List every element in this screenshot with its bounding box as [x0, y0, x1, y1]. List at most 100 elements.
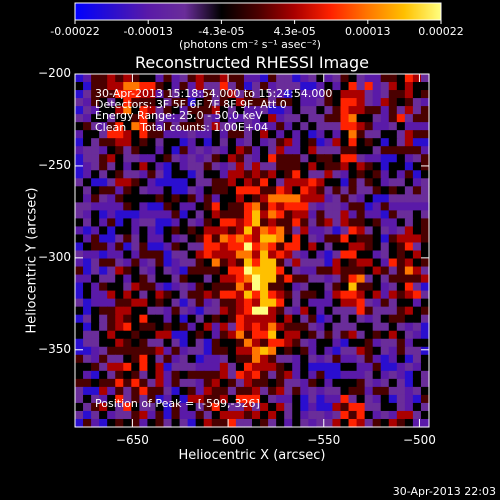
heatmap-cell: [187, 258, 197, 268]
heatmap-cell: [396, 282, 406, 292]
heatmap-cell: [396, 354, 406, 364]
heatmap-cell: [139, 154, 149, 163]
heatmap-cell: [123, 290, 132, 300]
heatmap-cell: [99, 298, 108, 308]
heatmap-cell: [300, 170, 309, 179]
heatmap-cell: [123, 298, 132, 308]
heatmap-cell: [396, 186, 406, 195]
heatmap-cell: [75, 162, 84, 171]
heatmap-cell: [155, 226, 165, 236]
heatmap-cell: [380, 82, 390, 91]
heatmap-cell: [308, 242, 317, 252]
heatmap-cell: [187, 402, 197, 412]
heatmap-cell: [139, 162, 149, 171]
heatmap-cell: [284, 370, 293, 380]
heatmap-cell: [187, 242, 197, 252]
heatmap-cell: [195, 418, 205, 428]
heatmap-cell: [123, 362, 132, 372]
heatmap-cell: [83, 138, 92, 147]
heatmap-cell: [227, 322, 237, 332]
heatmap-cell: [75, 234, 84, 244]
heatmap-cell: [99, 186, 108, 195]
heatmap-cell: [356, 146, 366, 155]
heatmap-cell: [380, 210, 390, 220]
heatmap-cell: [99, 346, 108, 356]
heatmap-cell: [276, 218, 285, 228]
heatmap-cell: [163, 194, 173, 203]
heatmap-cell: [332, 394, 342, 404]
heatmap-cell: [155, 394, 165, 404]
heatmap-cell: [388, 290, 398, 300]
heatmap-cell: [219, 258, 229, 268]
heatmap-cell: [396, 130, 406, 139]
heatmap-cell: [123, 130, 132, 139]
heatmap-cell: [308, 290, 317, 300]
heatmap-cell: [91, 162, 100, 171]
heatmap-cell: [75, 122, 84, 131]
heatmap-cell: [420, 74, 430, 83]
heatmap-cell: [332, 346, 342, 356]
heatmap-cell: [348, 274, 358, 284]
heatmap-cell: [131, 394, 140, 404]
heatmap-cell: [195, 202, 205, 211]
heatmap-cell: [412, 114, 422, 123]
heatmap-cell: [187, 146, 197, 155]
heatmap-cell: [235, 354, 245, 364]
heatmap-cell: [243, 354, 253, 364]
heatmap-cell: [364, 266, 374, 276]
heatmap-cell: [139, 378, 149, 388]
heatmap-cell: [268, 290, 277, 300]
heatmap-cell: [123, 282, 132, 292]
heatmap-cell: [195, 138, 205, 147]
heatmap-cell: [268, 242, 277, 252]
heatmap-cell: [252, 138, 261, 147]
heatmap-cell: [324, 354, 334, 364]
heatmap-cell: [227, 274, 237, 284]
heatmap-cell: [139, 226, 149, 236]
heatmap-cell: [195, 258, 205, 268]
heatmap-cell: [107, 402, 116, 412]
heatmap-cell: [83, 194, 92, 203]
heatmap-cell: [99, 354, 108, 364]
heatmap-cell: [155, 218, 165, 228]
heatmap-cell: [243, 194, 253, 203]
heatmap-cell: [252, 226, 261, 236]
heatmap-cell: [396, 330, 406, 340]
heatmap-cell: [332, 226, 342, 236]
heatmap-cell: [356, 106, 366, 115]
heatmap-cell: [316, 314, 326, 324]
heatmap-cell: [131, 226, 140, 236]
heatmap-cell: [131, 122, 140, 131]
heatmap-cell: [99, 98, 108, 107]
heatmap-cell: [187, 370, 197, 380]
heatmap-cell: [195, 154, 205, 163]
heatmap-cell: [396, 234, 406, 244]
heatmap-cell: [284, 250, 293, 260]
heatmap-cell: [332, 274, 342, 284]
heatmap-cell: [340, 130, 350, 139]
heatmap-cell: [292, 394, 301, 404]
heatmap-cell: [348, 362, 358, 372]
heatmap-cell: [324, 98, 334, 107]
heatmap-cell: [388, 202, 398, 211]
heatmap-cell: [268, 274, 277, 284]
heatmap-cell: [388, 98, 398, 107]
heatmap-cell: [211, 386, 221, 396]
heatmap-cell: [324, 162, 334, 171]
heatmap-cell: [388, 386, 398, 396]
heatmap-cell: [115, 314, 124, 324]
heatmap-cell: [276, 90, 285, 99]
heatmap-cell: [155, 258, 165, 268]
heatmap-cell: [332, 386, 342, 396]
heatmap-cell: [219, 266, 229, 276]
heatmap-cell: [91, 138, 100, 147]
heatmap-cell: [123, 410, 132, 420]
heatmap-cell: [211, 218, 221, 228]
heatmap-cell: [187, 306, 197, 316]
heatmap-cell: [364, 346, 374, 356]
heatmap-cell: [284, 306, 293, 316]
heatmap-cell: [396, 402, 406, 412]
annotation-clean-counts: Clean Total counts: 1.00E+04: [95, 121, 269, 134]
heatmap-cell: [412, 130, 422, 139]
heatmap-cell: [252, 282, 261, 292]
